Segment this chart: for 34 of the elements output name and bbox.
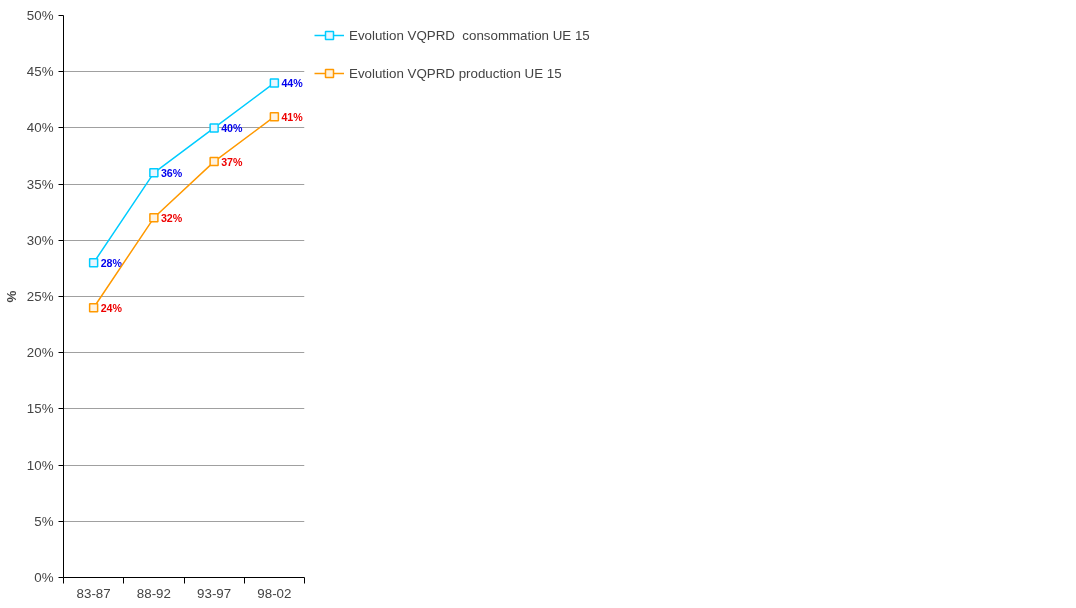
y-tick-label: 5% xyxy=(34,513,54,529)
data-label: 40% xyxy=(221,121,243,134)
point xyxy=(209,123,219,133)
data-label: 44% xyxy=(281,76,304,89)
point xyxy=(149,168,159,178)
y-axis-title: % xyxy=(3,290,19,303)
data-label: 36% xyxy=(160,166,183,179)
point xyxy=(149,213,159,223)
point xyxy=(269,111,280,122)
legend-label: Evolution VQPRD production UE 15 xyxy=(349,65,562,81)
y-tick-label: 15% xyxy=(26,401,54,417)
point xyxy=(209,156,219,167)
data-label: 32% xyxy=(160,211,183,224)
data-label: 24% xyxy=(100,301,123,314)
x-tick-label: 98-02 xyxy=(257,585,292,601)
y-tick-label: 0% xyxy=(34,570,54,585)
y-tick-label: 50% xyxy=(26,8,54,23)
y-tick-label: 35% xyxy=(26,176,54,192)
y-tick-label: 25% xyxy=(26,289,54,304)
data-label: 41% xyxy=(281,110,304,123)
y-tick-label: 10% xyxy=(26,457,54,473)
y-tick-label: 45% xyxy=(26,64,54,80)
x-tick-label: 83-87 xyxy=(76,585,111,601)
x-tick-label: 93-97 xyxy=(197,585,232,601)
point xyxy=(88,258,99,268)
data-label: 28% xyxy=(100,256,123,269)
data-label: 37% xyxy=(221,155,243,168)
point xyxy=(269,78,280,88)
x-tick-label: 88-92 xyxy=(136,585,171,601)
legend-label: Evolution VQPRD consommation UE 15 xyxy=(349,27,590,43)
point xyxy=(88,302,99,313)
y-tick-label: 30% xyxy=(26,232,54,248)
y-tick-label: 20% xyxy=(26,345,54,361)
y-tick-label: 40% xyxy=(26,120,54,136)
